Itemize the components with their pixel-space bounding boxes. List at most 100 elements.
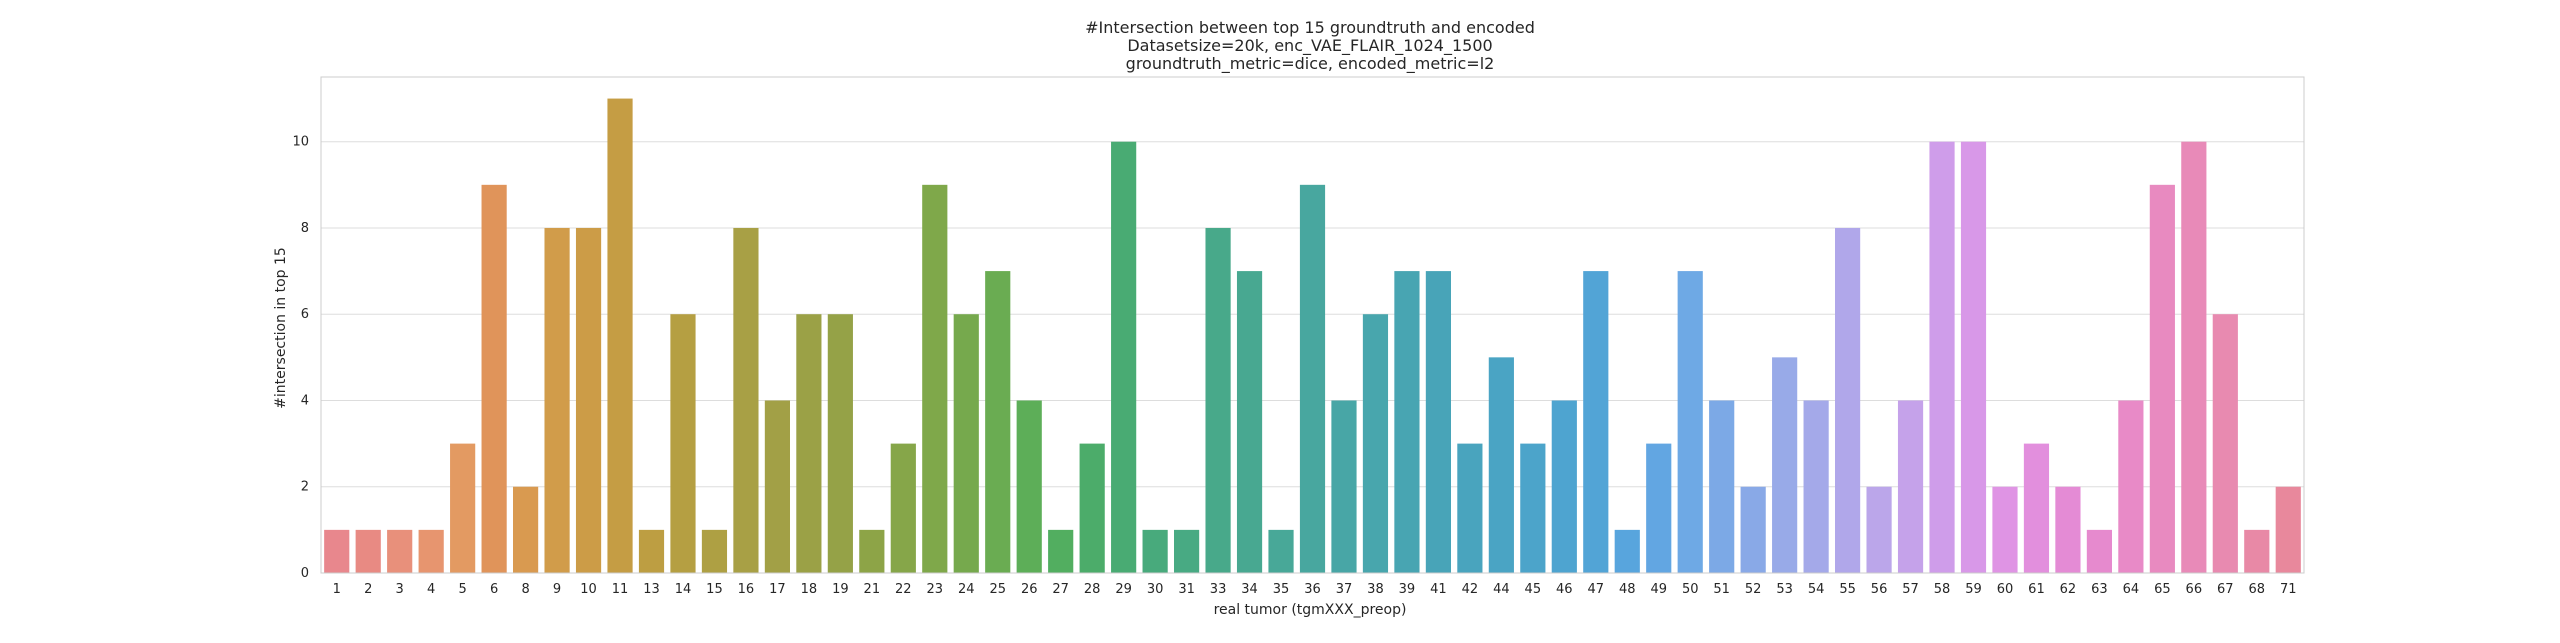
x-tick-label: 11 xyxy=(612,582,629,597)
bar-56 xyxy=(1866,486,1892,573)
x-tick-label: 64 xyxy=(2123,582,2140,597)
bar-13 xyxy=(638,529,665,573)
y-tick-label: 4 xyxy=(301,393,309,408)
bar-26 xyxy=(1016,400,1042,573)
x-tick-label: 41 xyxy=(1430,582,1447,597)
x-tick-label: 35 xyxy=(1273,582,1290,597)
bar-5 xyxy=(450,443,476,573)
bar-50 xyxy=(1677,271,1703,573)
bar-34 xyxy=(1236,271,1263,573)
bar-58 xyxy=(1929,141,1955,573)
bar-44 xyxy=(1488,357,1514,573)
bar-48 xyxy=(1614,529,1640,573)
x-tick-label: 47 xyxy=(1588,582,1605,597)
x-tick-label: 58 xyxy=(1934,582,1951,597)
bar-42 xyxy=(1457,443,1483,573)
y-tick-label: 2 xyxy=(301,480,309,495)
bar-64 xyxy=(2118,400,2144,573)
bar-37 xyxy=(1331,400,1357,573)
x-tick-labels: 1 2 3 4 5 6 8 9 10 11 13 14 15 16 17 18 19 21 22 23 24 25 26 27… xyxy=(333,582,2297,597)
x-tick-label: 30 xyxy=(1147,582,1164,597)
bar-54 xyxy=(1803,400,1829,573)
y-tick-label: 0 xyxy=(301,566,309,581)
x-tick-label: 18 xyxy=(801,582,818,597)
x-tick-label: 15 xyxy=(706,582,723,597)
x-tick-label: 8 xyxy=(521,582,529,597)
x-tick-label: 50 xyxy=(1682,582,1699,597)
x-tick-label: 52 xyxy=(1745,582,1762,597)
x-tick-label: 62 xyxy=(2060,582,2077,597)
bars xyxy=(324,98,2301,573)
bar-2 xyxy=(355,529,381,573)
chart-title-line-2: Datasetsize=20k, enc_VAE_FLAIR_1024_1500 xyxy=(1127,36,1492,56)
chart-title: #Intersection between top 15 groundtruth… xyxy=(1085,18,1535,74)
bar-19 xyxy=(827,314,853,573)
x-tick-label: 66 xyxy=(2186,582,2203,597)
bar-66 xyxy=(2181,141,2207,573)
bar-71 xyxy=(2275,486,2301,573)
x-tick-label: 39 xyxy=(1399,582,1416,597)
x-tick-label: 9 xyxy=(553,582,561,597)
x-tick-label: 27 xyxy=(1052,582,1069,597)
x-tick-label: 34 xyxy=(1241,582,1258,597)
chart-title-line-1: #Intersection between top 15 groundtruth… xyxy=(1085,18,1535,37)
plot-frame xyxy=(320,76,2305,574)
bar-27 xyxy=(1048,529,1074,573)
x-tick-label: 60 xyxy=(1997,582,2014,597)
bar-38 xyxy=(1362,314,1389,573)
x-tick-label: 14 xyxy=(675,582,692,597)
bar-41 xyxy=(1425,271,1451,573)
bar-9 xyxy=(544,227,570,573)
bar-51 xyxy=(1709,400,1735,573)
x-tick-label: 28 xyxy=(1084,582,1101,597)
x-tick-label: 71 xyxy=(2280,582,2297,597)
x-tick-label: 65 xyxy=(2154,582,2171,597)
y-tick-label: 10 xyxy=(292,135,309,150)
bar-23 xyxy=(922,184,948,573)
bar-45 xyxy=(1520,443,1546,573)
x-tick-label: 51 xyxy=(1713,582,1730,597)
x-tick-label: 26 xyxy=(1021,582,1038,597)
bar-14 xyxy=(670,314,696,573)
x-tick-label: 48 xyxy=(1619,582,1636,597)
x-tick-label: 22 xyxy=(895,582,912,597)
bar-3 xyxy=(387,529,413,573)
x-tick-label: 42 xyxy=(1462,582,1479,597)
bar-25 xyxy=(985,271,1011,573)
x-tick-label: 38 xyxy=(1367,582,1384,597)
x-tick-label: 55 xyxy=(1839,582,1856,597)
bar-35 xyxy=(1268,529,1294,573)
x-tick-label: 45 xyxy=(1525,582,1542,597)
x-tick-label: 56 xyxy=(1871,582,1888,597)
x-tick-label: 68 xyxy=(2249,582,2266,597)
x-tick-label: 29 xyxy=(1115,582,1132,597)
x-tick-label: 10 xyxy=(580,582,597,597)
bar-52 xyxy=(1740,486,1766,573)
x-tick-label: 44 xyxy=(1493,582,1510,597)
x-tick-label: 16 xyxy=(738,582,755,597)
x-tick-label: 13 xyxy=(643,582,660,597)
x-tick-label: 33 xyxy=(1210,582,1227,597)
bar-30 xyxy=(1142,529,1168,573)
bar-33 xyxy=(1205,227,1231,573)
x-tick-label: 17 xyxy=(769,582,786,597)
bar-4 xyxy=(418,529,444,573)
bar-55 xyxy=(1835,227,1861,573)
bar-60 xyxy=(1992,486,2018,573)
x-tick-label: 21 xyxy=(864,582,881,597)
x-tick-label: 46 xyxy=(1556,582,1573,597)
x-tick-label: 2 xyxy=(364,582,372,597)
bar-17 xyxy=(764,400,790,573)
x-tick-label: 37 xyxy=(1336,582,1353,597)
bar-31 xyxy=(1174,529,1200,573)
bar-8 xyxy=(513,486,539,573)
bar-29 xyxy=(1111,141,1137,573)
bar-63 xyxy=(2086,529,2112,573)
bar-1 xyxy=(324,529,350,573)
x-tick-label: 36 xyxy=(1304,582,1321,597)
bar-22 xyxy=(890,443,916,573)
x-tick-label: 4 xyxy=(427,582,435,597)
bar-39 xyxy=(1394,271,1420,573)
x-tick-label: 53 xyxy=(1776,582,1793,597)
